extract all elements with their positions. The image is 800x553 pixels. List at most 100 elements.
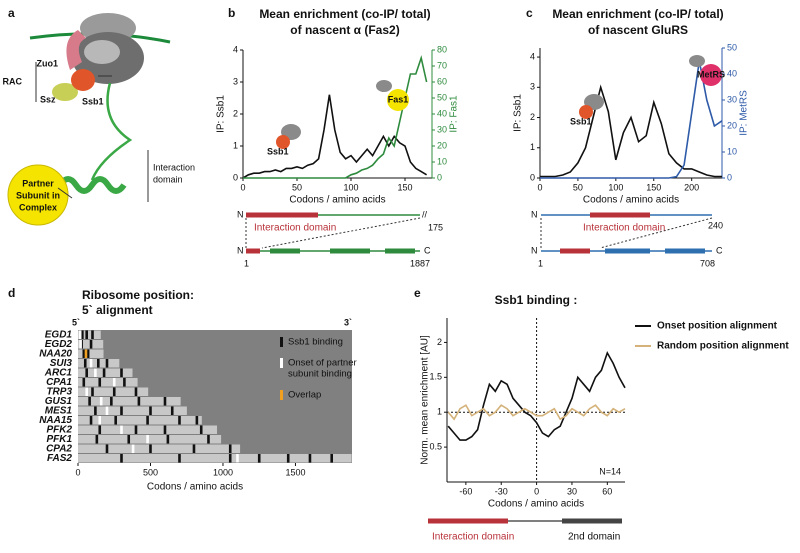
helix (57, 176, 127, 194)
gene-track (78, 397, 181, 406)
binding-site (78, 330, 82, 339)
binding-site (110, 397, 113, 406)
label: domain (153, 174, 183, 184)
gene-track (78, 416, 202, 425)
ssz (52, 83, 78, 101)
binding-site (85, 387, 88, 396)
y2-tick-label: 30 (727, 94, 737, 104)
x-tick-label: 0 (240, 182, 245, 192)
gene-label: TRP3 (46, 386, 72, 397)
series-label: Fas1 (388, 94, 409, 104)
panel-label: d (8, 286, 15, 300)
x-tick-label: 0 (534, 486, 539, 496)
binding-site (98, 378, 102, 387)
end-label: 1887 (410, 258, 430, 268)
legend-label: Overlap (288, 390, 321, 401)
gene-track (78, 435, 222, 444)
n-label: N (531, 209, 538, 219)
y2-tick-label: 10 (727, 146, 737, 156)
protein-icon (387, 89, 409, 111)
legend-label: Ssb1 binding (288, 337, 343, 348)
y2-tick-label: 70 (437, 60, 447, 70)
binding-site (195, 416, 199, 425)
y2-tick-label: 30 (437, 124, 447, 134)
binding-site (163, 425, 167, 434)
x-tick-label: 0 (537, 182, 542, 192)
start-label: 1 (538, 258, 543, 268)
legend-label: Onset of partner (288, 358, 357, 369)
x-tick-label: 0 (75, 467, 80, 477)
domain-map: Interaction domain 2nd domain (428, 518, 622, 543)
legend-swatch (280, 337, 283, 347)
y-tick-label: 1 (233, 140, 238, 150)
gene-track (78, 349, 104, 358)
x-tick-label: 1500 (285, 467, 305, 477)
binding-site (85, 330, 88, 339)
binding-site (330, 454, 334, 463)
n-label: N (237, 245, 244, 255)
binding-site (89, 416, 93, 425)
gene-label: FAS2 (47, 453, 72, 464)
end-label: 708 (700, 258, 715, 268)
binding-site (120, 368, 123, 377)
end-label: 240 (708, 220, 723, 230)
binding-site (134, 425, 138, 434)
series-label: Ssb1 (267, 146, 289, 156)
zuo1 (66, 30, 86, 70)
y2-tick-label: 0 (437, 172, 442, 182)
binding-site (134, 387, 138, 396)
n-label: N (531, 245, 538, 255)
x-axis-label: Codons / amino acids (488, 499, 584, 510)
binding-site (105, 444, 109, 453)
binding-site (120, 406, 123, 415)
arrow (57, 187, 73, 199)
dotted (599, 217, 713, 249)
binding-site (112, 378, 116, 387)
y2-tick-label: 50 (437, 92, 447, 102)
gene-track (78, 330, 101, 339)
binding-site (95, 435, 99, 444)
end-label: 3` (344, 317, 352, 327)
binding-site (127, 435, 131, 444)
x-axis-label: Codons / amino acids (147, 482, 243, 493)
binding-site (199, 425, 203, 434)
y-tick-label: 3 (530, 82, 535, 92)
y-tick-label: 0 (233, 172, 238, 182)
binding-site (228, 444, 232, 453)
gene-label: GUS1 (45, 396, 73, 407)
legend-label: Onset position alignment (657, 321, 778, 332)
x-tick-label: 150 (397, 182, 412, 192)
c-label: C (424, 245, 431, 255)
series-label: Ssb1 (570, 116, 592, 126)
c-label: C (716, 245, 723, 255)
start-label: 1 (244, 258, 249, 268)
dotted (261, 217, 421, 249)
series-line (447, 350, 626, 441)
nascent-chain (90, 82, 133, 181)
legend-swatch (280, 358, 283, 368)
x-axis-label: Codons / amino acids (583, 195, 679, 206)
n-label: N (237, 209, 244, 219)
chart-title: Mean enrichment (co-IP/ total) (259, 7, 430, 21)
series-line (540, 84, 722, 178)
binding-site (94, 406, 97, 415)
binding-site (149, 406, 152, 415)
gene-label: MES1 (45, 405, 73, 416)
binding-site (112, 387, 116, 396)
binding-site (88, 397, 91, 406)
y2-tick-label: 50 (727, 42, 737, 52)
chart-subtitle: 5` alignment (82, 303, 153, 317)
binding-site (146, 435, 149, 444)
domain-label: Interaction domain (432, 532, 514, 543)
binding-site (149, 444, 152, 453)
domain-label: Interaction domain (583, 223, 665, 234)
x-tick-label: -60 (459, 486, 472, 496)
gene-track (78, 378, 138, 387)
x-tick-label: 30 (567, 486, 577, 496)
panel-label: b (228, 6, 235, 20)
gene-label: EGD1 (45, 329, 73, 340)
label: Complex (19, 202, 57, 212)
y-axis-label: IP: Ssb1 (513, 94, 524, 132)
x-tick-label: 60 (602, 486, 612, 496)
x-axis-label: Codons / amino acids (289, 195, 385, 206)
